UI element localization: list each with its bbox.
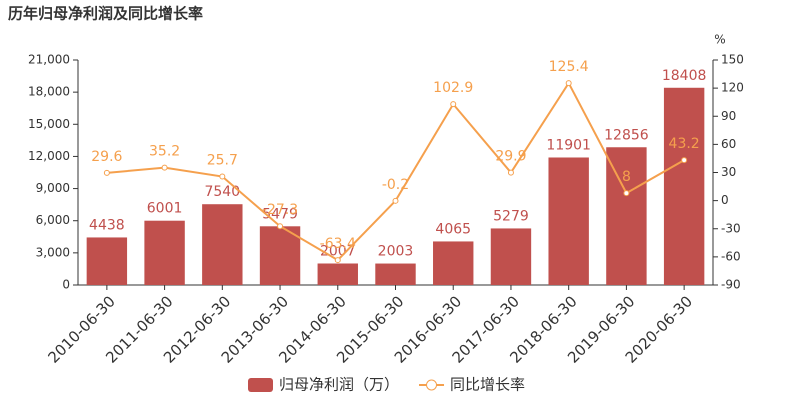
bar-value-label: 7540 — [204, 184, 240, 200]
bar — [144, 220, 185, 285]
bar — [490, 228, 532, 285]
line-point — [103, 169, 110, 176]
bar-value-label: 12856 — [604, 127, 649, 143]
line-value-label: 29.6 — [91, 149, 122, 165]
line-point — [277, 223, 284, 230]
y2-tick-label: 60 — [721, 137, 736, 151]
y-tick-label: 6,000 — [36, 213, 70, 227]
line-point — [334, 257, 341, 264]
bar — [202, 204, 243, 285]
line-value-label: 43.2 — [669, 136, 700, 152]
line-point — [565, 80, 572, 87]
bar — [375, 263, 416, 285]
bar — [548, 157, 589, 285]
bar — [317, 263, 358, 285]
bar-value-label: 11901 — [546, 137, 591, 153]
bar-value-label: 4065 — [435, 221, 471, 237]
y2-tick-label: -60 — [721, 249, 741, 263]
legend-label: 同比增长率 — [450, 376, 525, 394]
y2-axis-label: % — [714, 33, 725, 47]
y2-tick-label: 90 — [721, 109, 736, 123]
y2-tick-label: 150 — [721, 53, 744, 67]
y2-tick-label: 30 — [721, 165, 736, 179]
line-value-label: 29.9 — [495, 149, 526, 165]
line-point — [507, 169, 514, 176]
line-point — [161, 164, 168, 171]
bar-value-label: 6001 — [147, 201, 183, 217]
line-value-label: 35.2 — [149, 144, 180, 160]
y-tick-label: 15,000 — [28, 117, 70, 131]
line-point — [219, 173, 226, 180]
y2-tick-label: -90 — [721, 278, 741, 292]
bar — [433, 241, 474, 285]
line-point — [392, 197, 399, 204]
y-tick-label: 21,000 — [28, 53, 70, 67]
y-tick-label: 12,000 — [28, 149, 70, 163]
bar-value-label: 4438 — [89, 217, 125, 233]
y2-tick-label: -30 — [721, 221, 741, 235]
line-point — [623, 190, 630, 197]
chart-title: 历年归母净利润及同比增长率 — [8, 5, 203, 23]
line-value-label: -0.2 — [382, 177, 409, 193]
line-value-label: 25.7 — [207, 153, 238, 169]
line-point — [681, 157, 688, 164]
bar-value-label: 18408 — [662, 68, 707, 84]
bar — [606, 147, 647, 285]
bar — [663, 87, 705, 286]
line-point — [450, 101, 457, 108]
y-tick-label: 0 — [62, 278, 70, 292]
legend-swatch — [248, 378, 273, 392]
bar-value-label: 2003 — [378, 244, 414, 260]
bar — [259, 226, 301, 285]
y-tick-label: 18,000 — [28, 85, 70, 99]
y2-tick-label: 0 — [721, 193, 729, 207]
legend-swatch — [426, 379, 438, 391]
bar — [86, 237, 128, 285]
line — [106, 81, 685, 262]
y2-tick-label: 120 — [721, 81, 744, 95]
legend-label: 归母净利润（万） — [279, 376, 399, 394]
line-value-label: -63.4 — [320, 236, 356, 252]
y-tick-label: 9,000 — [36, 181, 70, 195]
line-value-label: 102.9 — [433, 80, 473, 96]
line-value-label: 125.4 — [549, 59, 589, 75]
y-tick-label: 3,000 — [36, 245, 70, 259]
line-value-label: -27.3 — [262, 202, 298, 218]
bar-value-label: 5279 — [493, 208, 529, 224]
line-value-label: 8 — [622, 169, 631, 185]
